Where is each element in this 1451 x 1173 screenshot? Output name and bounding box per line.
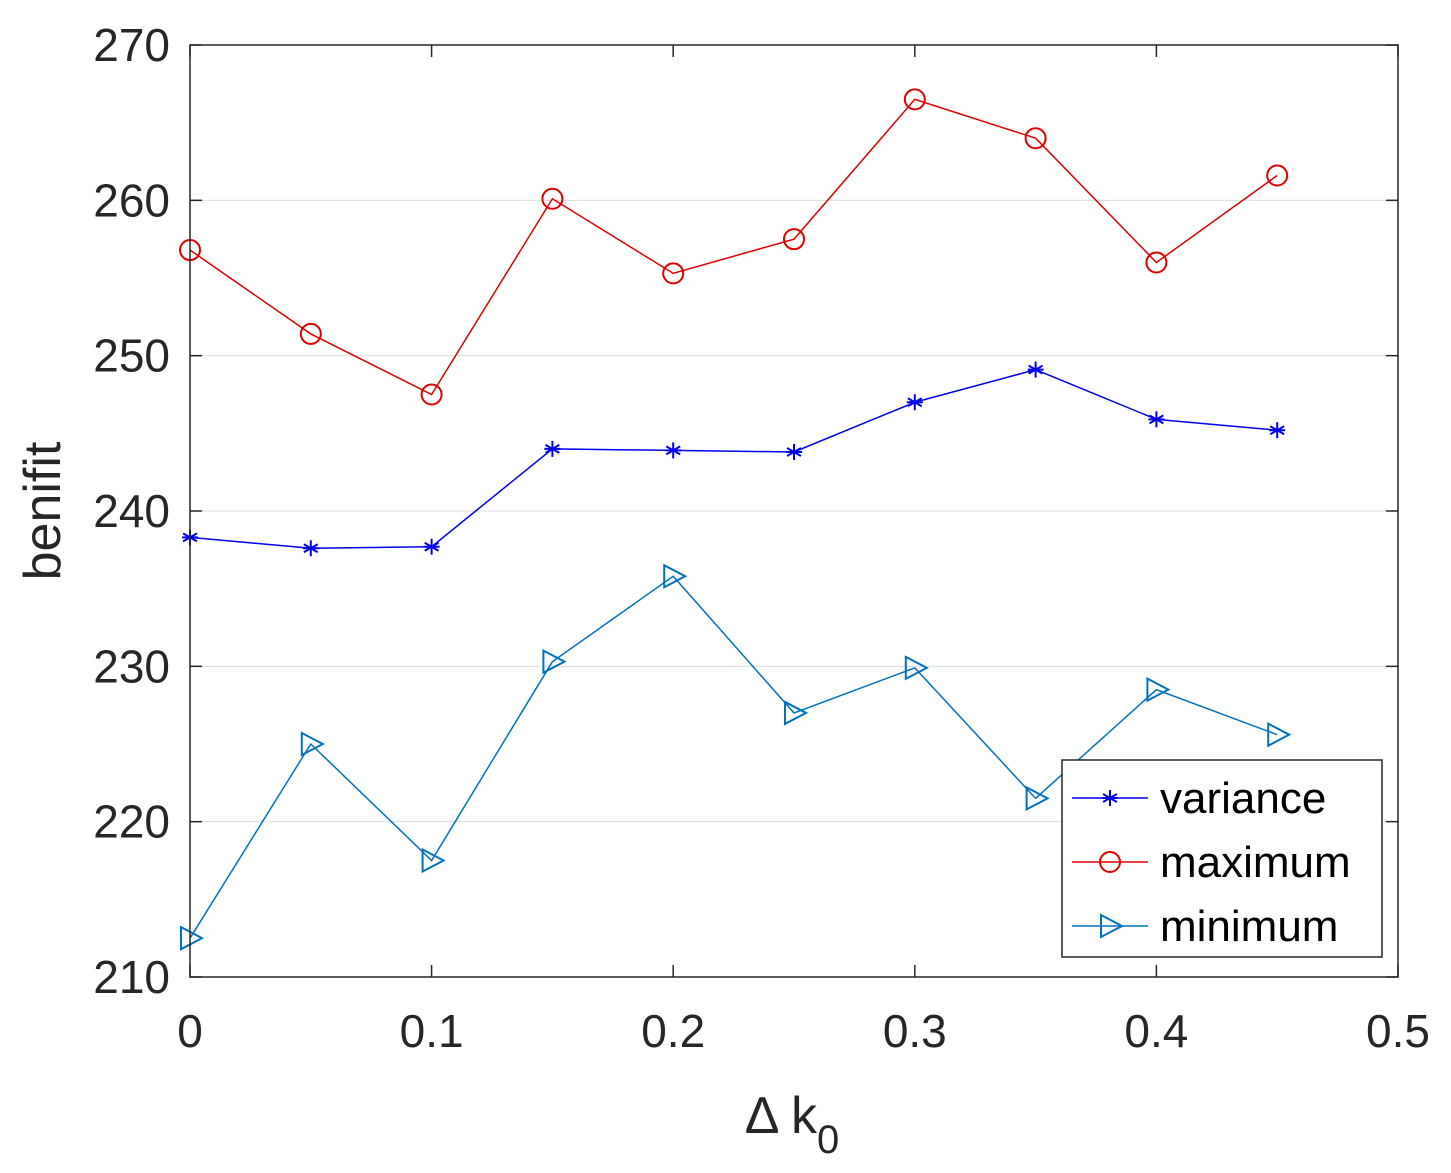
point-maximum-9 xyxy=(1266,164,1289,187)
legend: variance maximum minimum xyxy=(1061,759,1383,958)
series-variance xyxy=(182,361,1286,557)
y-tick-label-5: 260 xyxy=(93,174,170,226)
legend-symbol-variance xyxy=(1102,790,1118,806)
point-variance-2 xyxy=(423,538,440,555)
legend-marker-maximum xyxy=(1099,851,1121,873)
point-maximum-1 xyxy=(299,322,322,345)
axis-ticks xyxy=(189,44,1399,978)
x-tick-labels: 0 0.1 0.2 0.3 0.4 0.5 xyxy=(177,1005,1430,1057)
point-minimum-4 xyxy=(663,563,688,589)
legend-item-maximum: maximum xyxy=(1072,838,1351,887)
y-tick-label-0: 210 xyxy=(93,951,170,1003)
x-axis-label-subscript: 0 xyxy=(817,1118,839,1162)
point-minimum-5 xyxy=(784,700,809,726)
x-axis-label-main: Δ k xyxy=(745,1087,818,1145)
x-tick-label-5: 0.5 xyxy=(1366,1005,1430,1057)
y-tick-label-4: 250 xyxy=(93,330,170,382)
x-tick-label-4: 0.4 xyxy=(1124,1005,1188,1057)
y-tick-label-1: 220 xyxy=(93,796,170,848)
series-group xyxy=(179,88,1292,951)
x-tick-label-3: 0.3 xyxy=(883,1005,947,1057)
point-maximum-2 xyxy=(420,383,443,406)
point-variance-3 xyxy=(544,440,561,457)
series-line-variance xyxy=(189,368,1278,550)
point-variance-4 xyxy=(665,442,682,459)
series-line-maximum xyxy=(189,98,1278,396)
point-minimum-8 xyxy=(1146,676,1171,703)
x-axis-label: Δ k0 xyxy=(745,1087,840,1162)
series-minimum xyxy=(180,563,1292,951)
point-variance-8 xyxy=(1148,411,1165,428)
point-maximum-6 xyxy=(903,88,926,111)
point-variance-6 xyxy=(906,394,923,411)
x-tick-label-0: 0 xyxy=(177,1005,203,1057)
point-minimum-1 xyxy=(300,731,325,757)
x-tick-label-2: 0.2 xyxy=(641,1005,705,1057)
legend-marker-minimum xyxy=(1100,913,1125,939)
legend-symbol-maximum xyxy=(1099,851,1121,873)
point-maximum-3 xyxy=(541,187,564,210)
point-maximum-8 xyxy=(1145,251,1168,274)
point-maximum-7 xyxy=(1024,127,1047,150)
y-axis-label: benifit xyxy=(14,441,72,580)
point-maximum-5 xyxy=(783,228,805,251)
legend-item-minimum: minimum xyxy=(1072,902,1338,951)
point-minimum-7 xyxy=(1025,785,1050,812)
point-minimum-6 xyxy=(904,655,929,681)
point-minimum-9 xyxy=(1267,722,1292,748)
y-tick-label-3: 240 xyxy=(93,485,170,537)
y-tick-label-6: 270 xyxy=(93,19,170,71)
x-tick-label-1: 0.1 xyxy=(400,1005,464,1057)
legend-symbol-minimum xyxy=(1100,913,1125,939)
point-variance-5 xyxy=(786,443,802,460)
series-maximum xyxy=(179,88,1289,406)
point-minimum-2 xyxy=(421,847,446,874)
legend-label-variance: variance xyxy=(1160,774,1326,823)
legend-label-minimum: minimum xyxy=(1160,902,1338,951)
point-variance-7 xyxy=(1027,361,1044,378)
legend-label-maximum: maximum xyxy=(1160,838,1351,887)
point-variance-9 xyxy=(1269,422,1286,439)
point-variance-1 xyxy=(302,540,319,557)
legend-marker-variance xyxy=(1102,790,1118,806)
point-minimum-0 xyxy=(180,925,205,951)
series-line-minimum xyxy=(189,575,1278,939)
y-tick-labels: 210 220 230 240 250 260 270 xyxy=(93,19,170,1003)
point-minimum-3 xyxy=(542,649,567,675)
y-tick-label-2: 230 xyxy=(93,640,170,692)
legend-box xyxy=(1061,759,1383,958)
point-maximum-4 xyxy=(662,262,685,285)
legend-item-variance: variance xyxy=(1072,774,1326,823)
